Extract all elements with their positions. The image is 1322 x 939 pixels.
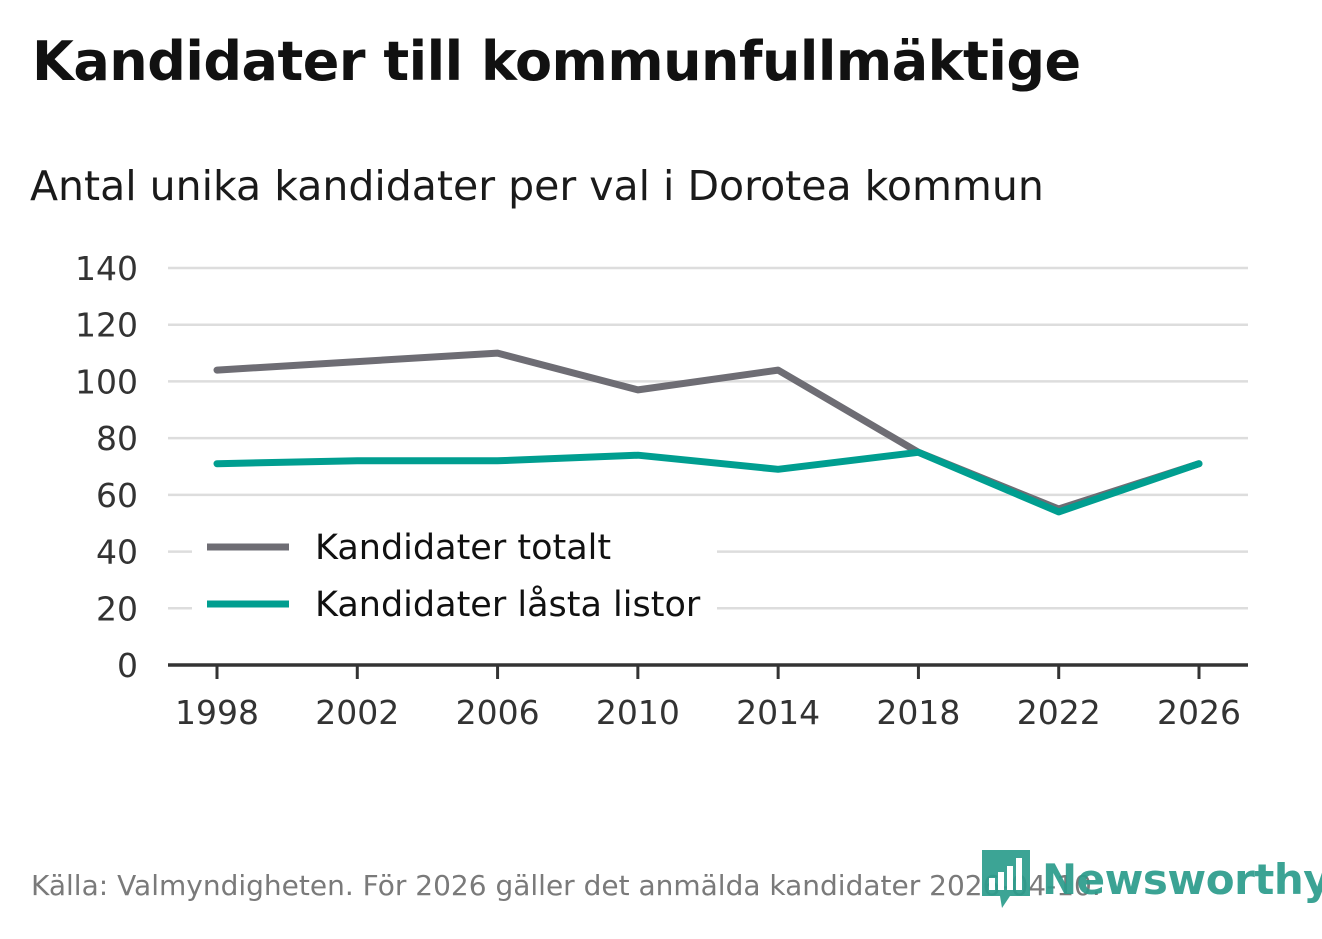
x-tick-label: 1998 (175, 693, 259, 732)
y-tick-label: 40 (96, 533, 138, 572)
y-tick-label: 60 (96, 476, 138, 515)
legend: Kandidater totalt Kandidater låsta listor (192, 515, 717, 633)
series-lines (213, 349, 1203, 516)
y-tick-label: 140 (75, 249, 138, 288)
x-tick-label: 2010 (596, 693, 680, 732)
legend-background (192, 515, 717, 633)
y-tick-label: 0 (117, 646, 138, 685)
chart-subtitle: Antal unika kandidater per val i Dorotea… (30, 162, 1044, 210)
y-tick-label: 20 (96, 589, 138, 628)
newsworthy-logo: Newsworthy (980, 848, 1322, 910)
x-tick-label: 2006 (456, 693, 540, 732)
source-note: Källa: Valmyndigheten. För 2026 gäller d… (31, 869, 1101, 902)
x-axis: 1998 2002 2006 2010 2014 2018 2022 2026 (168, 663, 1248, 732)
y-axis-labels: 0 20 40 60 80 100 120 140 (75, 249, 138, 685)
newsworthy-logo-text: Newsworthy (1042, 854, 1322, 904)
newsworthy-logo-icon (982, 850, 1030, 908)
line-chart: 0 20 40 60 80 100 120 140 1998 2002 2006 2010 2014 2… (75, 249, 1248, 732)
series-line-lasta-listor (213, 448, 1203, 516)
x-tick-label: 2002 (315, 693, 399, 732)
series-line-totalt (213, 349, 1203, 513)
x-tick-label: 2014 (736, 693, 820, 732)
y-tick-label: 120 (75, 306, 138, 345)
legend-label: Kandidater låsta listor (315, 584, 701, 625)
x-tick-label: 2026 (1157, 693, 1241, 732)
x-tick-label: 2018 (876, 693, 960, 732)
legend-label: Kandidater totalt (315, 528, 611, 568)
y-tick-label: 80 (96, 419, 138, 458)
chart-title: Kandidater till kommunfullmäktige (32, 30, 1081, 93)
y-tick-label: 100 (75, 362, 138, 401)
x-tick-label: 2022 (1017, 693, 1101, 732)
